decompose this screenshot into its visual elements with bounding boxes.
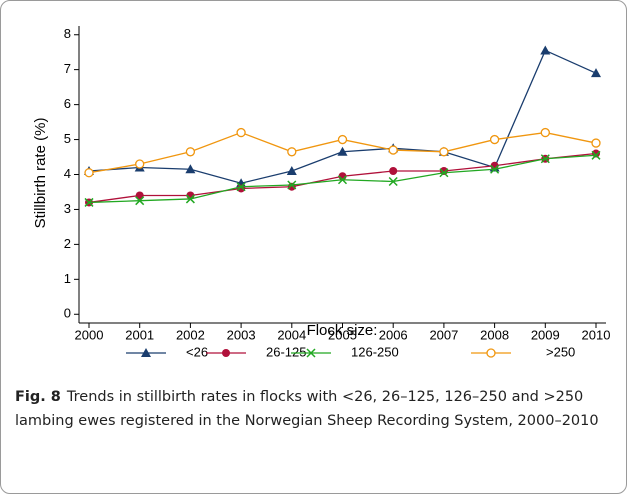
legend-label: 126-250 xyxy=(351,344,399,359)
x-tick-label: 2001 xyxy=(125,327,154,342)
data-point xyxy=(287,180,297,190)
data-point xyxy=(591,138,601,148)
data-point xyxy=(540,127,550,138)
data-point xyxy=(185,164,196,174)
y-tick-label: 2 xyxy=(64,236,71,251)
data-point xyxy=(84,168,94,178)
x-tick-label: 2005 xyxy=(328,327,357,342)
x-tick-label: 2003 xyxy=(227,327,256,342)
y-axis-label: Stillbirth rate (%) xyxy=(32,118,49,229)
y-tick-label: 5 xyxy=(64,131,71,146)
data-point xyxy=(236,182,246,192)
data-point xyxy=(389,167,398,176)
data-point xyxy=(489,134,500,145)
legend-marker xyxy=(306,348,316,358)
x-tick-label: 2006 xyxy=(379,327,408,342)
legend-label: >250 xyxy=(546,344,575,359)
y-tick-label: 0 xyxy=(64,306,71,321)
data-point xyxy=(388,145,398,155)
y-tick-label: 3 xyxy=(64,201,71,216)
chart: Stillbirth rate (%) Flock size: 0 1 2 3 4 5 6 7… xyxy=(32,26,611,359)
data-point xyxy=(490,164,500,174)
x-tick-label: 2008 xyxy=(480,327,509,342)
data-point xyxy=(286,166,297,176)
data-point xyxy=(337,134,348,145)
data-point xyxy=(84,197,94,207)
data-point xyxy=(337,146,348,156)
y-tick-label: 7 xyxy=(64,61,71,76)
data-point xyxy=(236,127,246,138)
y-tick-label: 1 xyxy=(64,271,71,286)
x-tick-label: 2004 xyxy=(277,327,306,342)
data-point xyxy=(135,196,145,206)
caption-text: Trends in stillbirth rates in flocks wit… xyxy=(15,389,599,429)
y-tick-label: 4 xyxy=(64,166,71,181)
series-line xyxy=(88,49,597,184)
data-point xyxy=(540,154,550,164)
data-point xyxy=(591,150,601,160)
data-point xyxy=(439,168,449,178)
legend-label: 26-125 xyxy=(266,344,306,359)
legend-marker xyxy=(486,348,496,358)
x-tick-label: 2009 xyxy=(531,327,560,342)
x-tick-label: 2007 xyxy=(429,327,458,342)
data-point xyxy=(540,45,551,55)
x-tick-label: 2000 xyxy=(75,327,104,342)
caption: Fig. 8 Trends in stillbirth rates in floc… xyxy=(15,385,613,433)
data-point xyxy=(388,176,398,187)
x-tick-label: 2010 xyxy=(582,327,611,342)
legend-title: Flock size: xyxy=(307,322,378,339)
data-point xyxy=(135,191,144,200)
legend-marker xyxy=(141,348,151,357)
data-point xyxy=(185,194,195,204)
data-point xyxy=(439,147,449,157)
data-point xyxy=(337,175,348,185)
caption-label: Fig. 8 xyxy=(15,389,61,405)
legend-label: <26 xyxy=(186,344,208,359)
data-point xyxy=(185,147,196,157)
y-tick-label: 6 xyxy=(64,96,71,111)
x-tick-label: 2002 xyxy=(176,327,205,342)
y-tick-label: 8 xyxy=(64,26,71,41)
data-point xyxy=(135,159,145,169)
data-point xyxy=(287,147,297,157)
legend-marker xyxy=(222,349,230,357)
data-point xyxy=(591,68,601,78)
